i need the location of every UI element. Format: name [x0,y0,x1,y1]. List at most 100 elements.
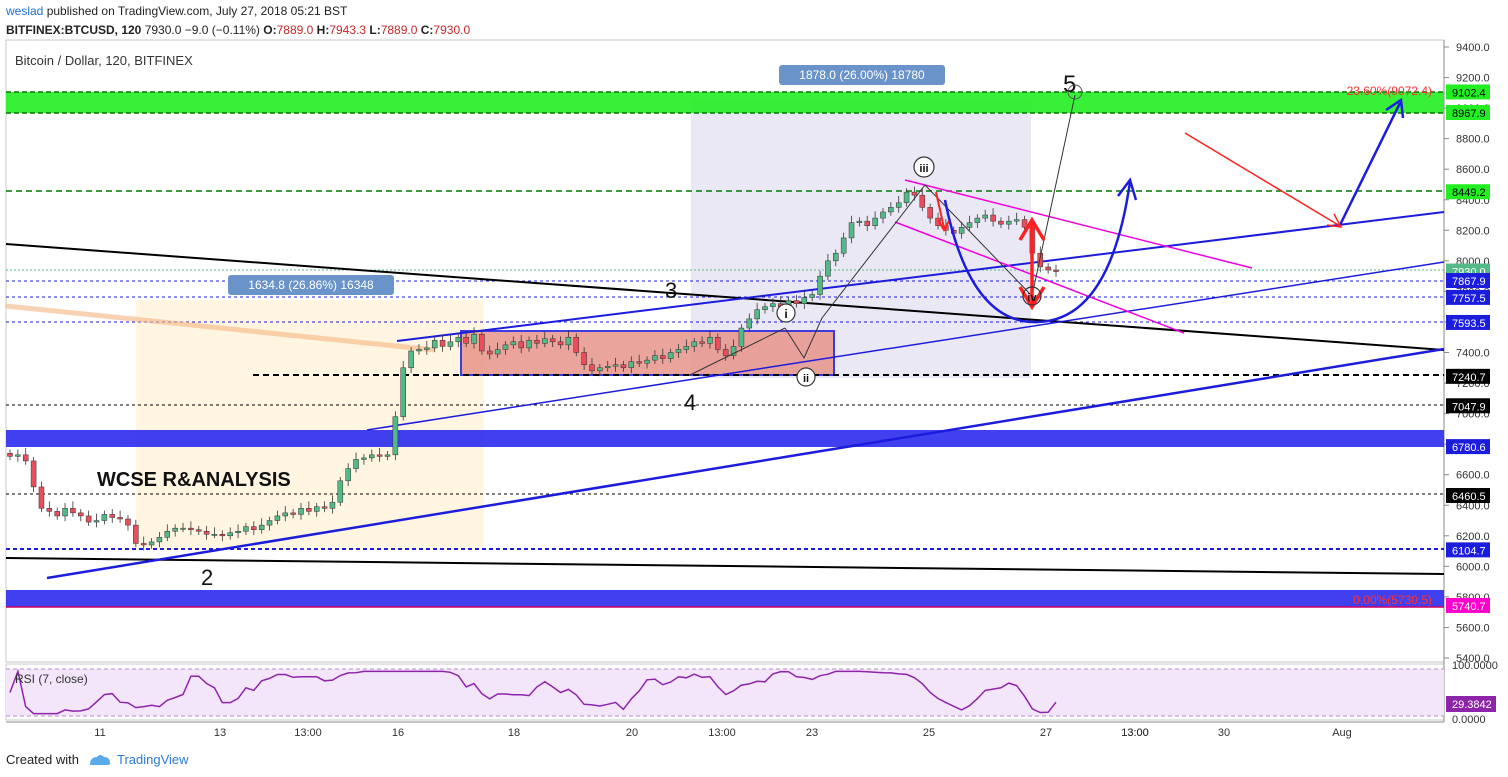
candle-body [801,297,808,304]
candle-body [809,294,815,298]
candle-body [172,527,178,532]
rsi-band [6,669,1444,716]
candle-body [604,365,611,369]
rsi-value-badge [1446,696,1496,712]
candle-body [510,341,517,346]
price-tick-label: 9400.0 [1456,42,1490,54]
price-chart[interactable]: 9400.09200.09000.08800.08600.08400.08200… [0,0,1508,745]
candle-body [125,518,131,526]
candle-body [738,327,745,347]
candle-body [156,537,163,543]
price-level-badge [1446,273,1490,289]
price-level-value: 6780.6 [1452,442,1486,454]
projected-path-curve [943,181,1132,324]
wave-label-iv: iv [1027,292,1037,304]
candle-body [982,214,988,219]
blue-trendline-mid [366,261,1445,431]
candle-body [140,543,147,546]
time-tick-label: 11 [94,727,105,739]
price-tick-label: 6600.0 [1456,470,1490,482]
price-level-badge [1446,105,1490,121]
candle-body [164,530,171,538]
red-small-arrowhead [937,219,950,232]
price-level-value: 7047.9 [1452,401,1486,413]
price-level-value: 8967.9 [1452,108,1486,120]
price-tick-label: 6400.0 [1456,500,1490,512]
measure-label-right-bg [779,65,945,85]
candle-body [990,214,996,222]
projected-arrowhead [1117,177,1138,201]
wave-marker-iv [1022,286,1042,306]
candle-body [620,364,627,369]
price-level-badge [1446,398,1490,414]
candle-body [817,275,823,295]
wave-marker-ii [796,367,816,387]
candle-body [919,194,926,208]
candle-body [534,340,540,344]
price-level-badge [1446,597,1490,613]
open-value: 7889.0 [276,23,314,37]
candle-body [243,526,249,532]
red-forecast-arrowhead [1326,213,1343,228]
wave-path-left [689,327,786,376]
candle-body [660,355,666,359]
low-value: 7889.0 [380,23,418,37]
candle-body [70,508,76,514]
ohlc-line: BITFINEX:BTCUSD, 120 7930.0 −9.0 (−0.11%… [6,23,470,37]
wave-label-iii: iii [919,163,928,175]
price-axis[interactable]: 9400.09200.09000.08800.08600.08400.08200… [1444,42,1490,665]
close-value: 7930.0 [433,23,471,37]
price-level-value: 8449.2 [1452,187,1486,199]
candle-body [400,367,406,417]
price-tick-label: 8600.0 [1456,164,1490,176]
price-level-badge [1446,184,1490,200]
long-target-arrowhead [1385,97,1405,119]
candle-body [966,222,973,228]
candle-body [667,352,674,359]
price-level-value: 6104.7 [1452,545,1486,557]
candle-body [313,506,320,512]
time-tick-label: 13:00 [708,727,736,739]
price-tick-label: 5600.0 [1456,622,1490,634]
candle-body [825,260,831,277]
candle-body [864,220,870,226]
price-level-badge [1446,488,1490,504]
candle-body [722,349,729,356]
candle-body [1045,266,1051,271]
time-tick-label: 18 [508,727,520,739]
resistance-band [6,92,1444,113]
candle-body [353,459,359,469]
time-tick-label: 13 [214,727,226,739]
candle-body [707,336,713,344]
candle-body [903,191,910,204]
candle-body [30,460,37,488]
price-level-badge [1446,84,1490,100]
wave-path [784,94,1076,360]
author-link[interactable]: weslad [6,4,44,18]
tradingview-logo-icon[interactable] [88,753,112,767]
long-target-arrow [1338,102,1402,226]
tradingview-brand-link[interactable]: TradingView [117,752,189,767]
candle-body [486,350,493,355]
price-level-value: 7867.9 [1452,276,1486,288]
candle-body [770,303,776,307]
black-trendline-upper [5,243,1445,351]
candle-body [479,333,485,352]
candle-body [337,480,344,503]
price-level-value: 7593.5 [1452,318,1486,330]
candle-body [927,207,933,219]
wave-label-4: 4 [684,390,696,415]
open-label: O: [263,23,277,37]
measure-label-right: 1878.0 (26.00%) 18780 [799,68,925,82]
candle-body [557,341,564,346]
candle-body [85,515,92,523]
wave-label-3: 3 [665,278,677,303]
candle-body [833,252,839,262]
rsi-line [9,668,1057,715]
candle-body [392,416,399,456]
price-level-badge [1446,542,1490,558]
candle-body [730,346,737,356]
candle-body [581,352,587,365]
candle-body [494,349,501,355]
